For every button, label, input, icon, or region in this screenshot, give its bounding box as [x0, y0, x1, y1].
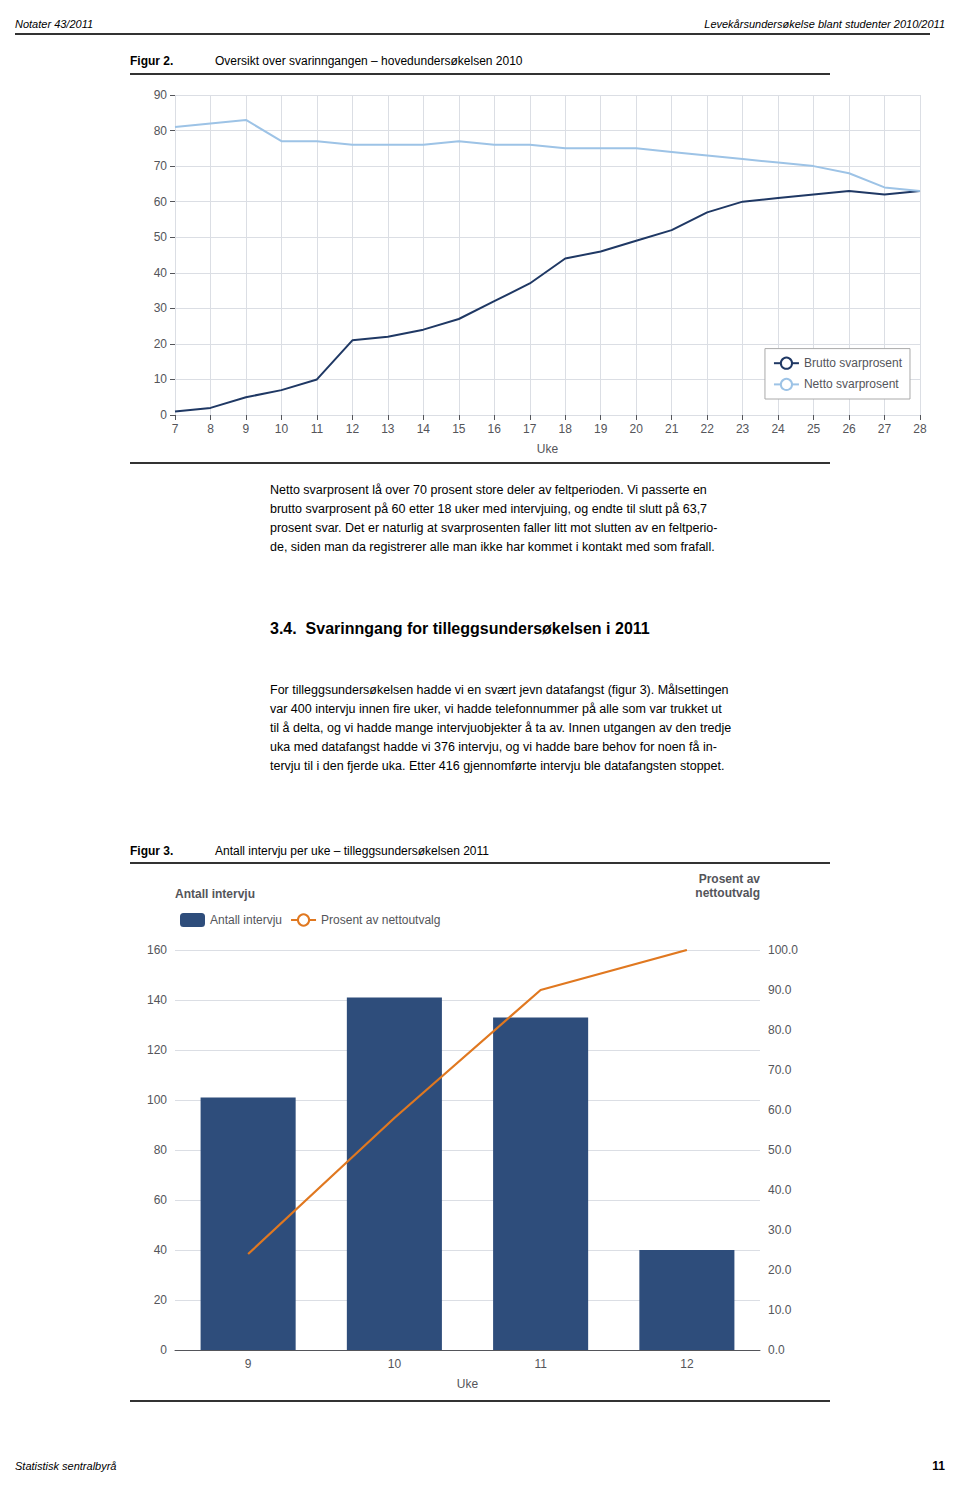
- svg-text:0: 0: [160, 1343, 167, 1357]
- svg-text:60.0: 60.0: [768, 1103, 792, 1117]
- svg-text:70.0: 70.0: [768, 1063, 792, 1077]
- svg-text:Notater 43/2011: Notater 43/2011: [15, 18, 93, 30]
- svg-text:12: 12: [680, 1357, 694, 1371]
- svg-text:10: 10: [154, 372, 168, 386]
- svg-text:brutto svarprosent på 60 etter: brutto svarprosent på 60 etter 18 uker m…: [270, 502, 707, 516]
- svg-text:11: 11: [534, 1357, 547, 1371]
- svg-text:Brutto svarprosent: Brutto svarprosent: [804, 356, 903, 370]
- svg-text:nettoutvalg: nettoutvalg: [695, 886, 760, 900]
- svg-text:100: 100: [147, 1093, 167, 1107]
- svg-text:16: 16: [488, 422, 502, 436]
- svg-text:15: 15: [452, 422, 466, 436]
- svg-text:20: 20: [630, 422, 644, 436]
- svg-text:9: 9: [243, 422, 250, 436]
- svg-text:80: 80: [154, 1143, 168, 1157]
- svg-text:40.0: 40.0: [768, 1183, 792, 1197]
- svg-text:14: 14: [417, 422, 431, 436]
- svg-text:11: 11: [932, 1459, 945, 1473]
- svg-text:8: 8: [207, 422, 214, 436]
- svg-text:120: 120: [147, 1043, 167, 1057]
- svg-text:40: 40: [154, 266, 168, 280]
- svg-text:10: 10: [275, 422, 289, 436]
- svg-text:80: 80: [154, 124, 168, 138]
- svg-text:Levekårsundersøkelse blant stu: Levekårsundersøkelse blant studenter 201…: [704, 18, 945, 30]
- svg-text:Figur 2.: Figur 2.: [130, 54, 173, 68]
- svg-text:90.0: 90.0: [768, 983, 792, 997]
- svg-text:27: 27: [878, 422, 892, 436]
- svg-text:70: 70: [154, 159, 168, 173]
- svg-text:21: 21: [665, 422, 679, 436]
- svg-text:80.0: 80.0: [768, 1023, 792, 1037]
- svg-text:30: 30: [154, 301, 168, 315]
- svg-text:100.0: 100.0: [768, 943, 798, 957]
- svg-text:til å delta, og vi hadde mange: til å delta, og vi hadde mange intervjuo…: [270, 721, 731, 735]
- svg-text:For tilleggsundersøkelsen hadd: For tilleggsundersøkelsen hadde vi en sv…: [270, 683, 729, 697]
- svg-text:24: 24: [771, 422, 785, 436]
- svg-text:Antall intervju: Antall intervju: [210, 913, 282, 927]
- svg-text:50: 50: [154, 230, 168, 244]
- svg-text:28: 28: [913, 422, 927, 436]
- svg-text:tervju til i den fjerde uka. E: tervju til i den fjerde uka. Etter 416 g…: [270, 759, 724, 773]
- svg-text:18: 18: [559, 422, 573, 436]
- svg-text:10: 10: [388, 1357, 402, 1371]
- svg-text:50.0: 50.0: [768, 1143, 792, 1157]
- svg-text:Netto svarprosent: Netto svarprosent: [804, 377, 899, 391]
- svg-text:9: 9: [245, 1357, 252, 1371]
- svg-text:60: 60: [154, 195, 168, 209]
- svg-text:11: 11: [311, 422, 324, 436]
- svg-text:22: 22: [700, 422, 714, 436]
- svg-text:prosent svar. Det er naturlig: prosent svar. Det er naturlig at svarpro…: [270, 521, 717, 535]
- svg-text:12: 12: [346, 422, 360, 436]
- svg-text:Antall intervju per uke – till: Antall intervju per uke – tilleggsunders…: [215, 844, 489, 858]
- svg-text:Prosent av nettoutvalg: Prosent av nettoutvalg: [321, 913, 440, 927]
- svg-text:40: 40: [154, 1243, 168, 1257]
- svg-text:23: 23: [736, 422, 750, 436]
- svg-text:Oversikt over svarinngangen –: Oversikt over svarinngangen – hovedunder…: [215, 54, 523, 68]
- svg-text:de, siden man da registrerer a: de, siden man da registrerer alle man ik…: [270, 540, 715, 554]
- svg-text:Statistisk sentralbyrå: Statistisk sentralbyrå: [15, 1460, 116, 1472]
- svg-text:10.0: 10.0: [768, 1303, 792, 1317]
- svg-text:13: 13: [381, 422, 395, 436]
- svg-text:19: 19: [594, 422, 608, 436]
- svg-text:60: 60: [154, 1193, 168, 1207]
- svg-text:17: 17: [523, 422, 537, 436]
- svg-text:0.0: 0.0: [768, 1343, 785, 1357]
- svg-text:90: 90: [154, 88, 168, 102]
- svg-text:160: 160: [147, 943, 167, 957]
- svg-text:uka med datafangst hadde vi 37: uka med datafangst hadde vi 376 intervju…: [270, 740, 717, 754]
- svg-text:Figur 3.: Figur 3.: [130, 844, 173, 858]
- svg-text:7: 7: [172, 422, 179, 436]
- svg-text:0: 0: [160, 408, 167, 422]
- svg-text:3.4. Svarinngang for tilleggs: 3.4. Svarinngang for tilleggsundersøkels…: [270, 620, 650, 637]
- svg-text:Antall intervju: Antall intervju: [175, 887, 255, 901]
- svg-text:25: 25: [807, 422, 821, 436]
- svg-text:Netto svarprosent lå over 70 p: Netto svarprosent lå over 70 prosent sto…: [270, 483, 707, 497]
- svg-text:Uke: Uke: [457, 1377, 479, 1391]
- svg-text:20.0: 20.0: [768, 1263, 792, 1277]
- svg-text:Prosent av: Prosent av: [699, 872, 761, 886]
- svg-text:Uke: Uke: [537, 442, 559, 456]
- svg-text:var 400 intervju innen fire uk: var 400 intervju innen fire uker, vi had…: [270, 702, 722, 716]
- svg-text:20: 20: [154, 337, 168, 351]
- svg-text:26: 26: [842, 422, 856, 436]
- svg-text:140: 140: [147, 993, 167, 1007]
- svg-text:30.0: 30.0: [768, 1223, 792, 1237]
- svg-text:20: 20: [154, 1293, 168, 1307]
